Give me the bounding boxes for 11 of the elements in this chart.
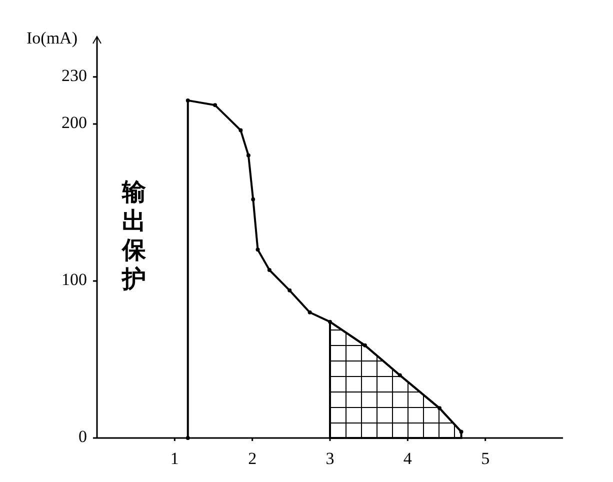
x-tick-label: 1 [170, 449, 179, 468]
x-tick-label: 2 [248, 449, 257, 468]
y-tick-label: 230 [62, 66, 87, 85]
x-tick-label: 4 [403, 449, 412, 468]
y-tick-label: 0 [78, 426, 87, 446]
y-tick-label: 200 [62, 112, 87, 132]
y-axis-title: Io(mA) [26, 28, 78, 48]
annotation: 输出保护 [121, 178, 147, 293]
x-tick-label: 5 [481, 449, 490, 468]
x-tick-label: 3 [326, 449, 334, 468]
y-tick-label: 100 [62, 270, 87, 289]
